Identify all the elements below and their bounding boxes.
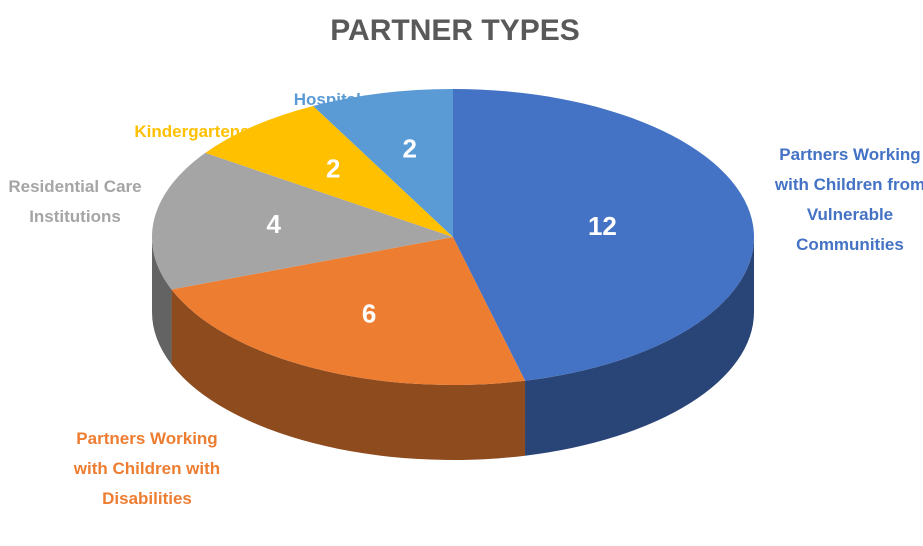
category-label: Kindergartens <box>134 122 250 141</box>
slice <box>205 105 453 237</box>
chart-title: PARTNER TYPES <box>330 14 579 47</box>
slice <box>313 89 453 237</box>
data-label: 4 <box>266 209 281 239</box>
slice-side <box>525 237 754 456</box>
category-label: Partners Working with Children with Disa… <box>73 429 221 508</box>
slice-side <box>152 237 172 365</box>
slice <box>453 89 755 381</box>
data-label: 2 <box>326 153 340 183</box>
category-label: Partners Working with Children from Vuln… <box>774 145 923 254</box>
data-label: 12 <box>588 211 617 241</box>
slice <box>171 237 526 386</box>
data-label: 2 <box>403 134 417 164</box>
category-label: Residential Care Institutions <box>8 177 142 226</box>
category-label: Hospitals <box>293 90 371 109</box>
slice <box>152 152 454 290</box>
data-label: 6 <box>362 299 376 329</box>
slice-side <box>171 289 526 460</box>
